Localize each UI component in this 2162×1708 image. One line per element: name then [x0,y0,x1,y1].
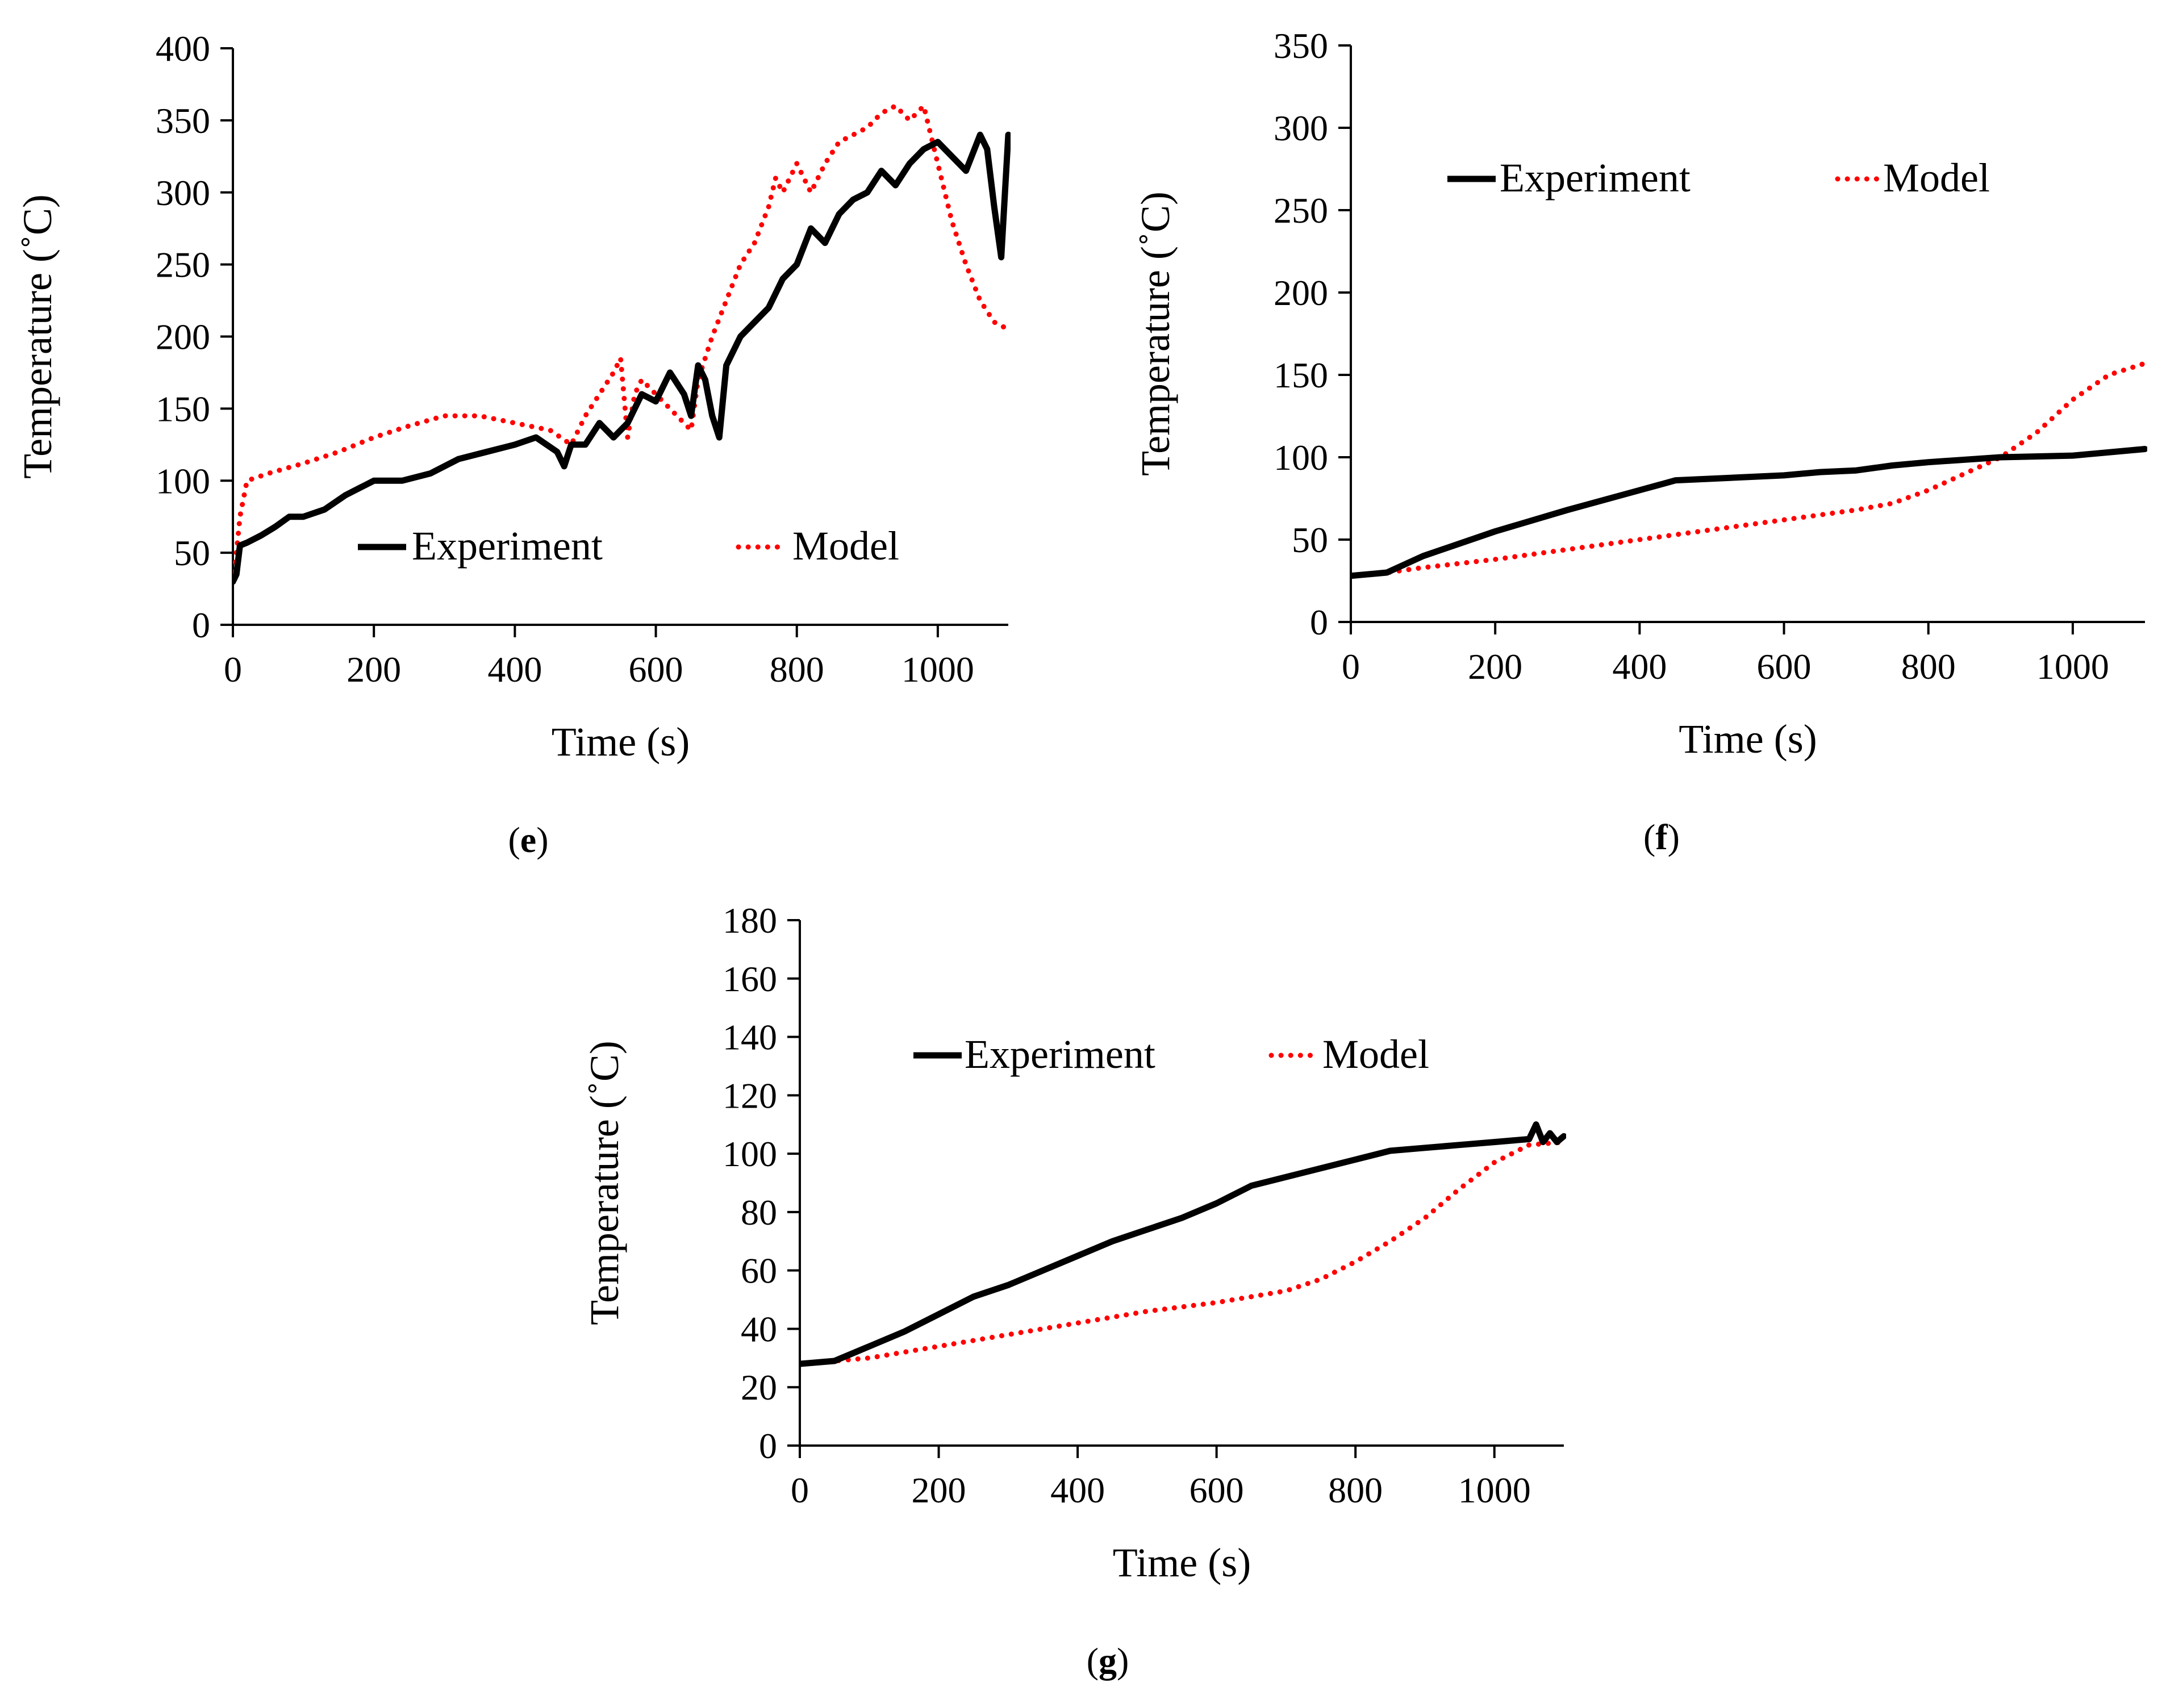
y-tick-label: 300 [1274,108,1328,148]
x-tick-label: 800 [1901,646,1956,687]
y-tick-label: 120 [723,1075,777,1116]
x-tick-label: 0 [1342,646,1360,687]
x-tick-label: 0 [224,649,242,690]
panel-label: (f) [1643,817,1680,857]
y-tick-label: 300 [156,173,210,213]
x-tick-label: 600 [1757,646,1812,687]
x-axis-title: Time (s) [1679,716,1817,762]
legend-label-experiment: Experiment [965,1032,1155,1077]
x-axis-title: Time (s) [552,719,690,765]
x-tick-label: 1000 [1458,1470,1531,1510]
chart-panel-f: 0 50 100 150 200 250 300 350 0 200 400 600 800 1000 Ti… [1133,26,2147,857]
y-axis-title: Temperature (˚C) [582,1041,627,1325]
x-tick-label: 600 [1189,1470,1244,1510]
series-line-experiment [1351,446,2147,579]
legend-label-model: Model [792,523,899,569]
x-tick-label: 800 [770,649,824,690]
legend-label-model: Model [1883,155,1990,201]
y-tick-label: 150 [1274,355,1328,395]
y-tick-label: 50 [174,533,210,573]
y-tick-label: 20 [741,1367,777,1408]
y-tick-label: 0 [192,605,210,645]
y-axis-title: Temperature (˚C) [15,194,60,479]
y-tick-label: 0 [759,1426,777,1466]
x-tick-label: 400 [1612,646,1667,687]
y-tick-label: 80 [741,1192,777,1233]
chart-panel-e: 0 50 100 150 200 250 300 350 400 0 200 400 600 800 100… [15,28,1011,860]
y-tick-label: 250 [1274,190,1328,231]
legend-label-experiment: Experiment [412,523,603,569]
y-tick-label: 400 [156,28,210,69]
y-tick-label: 0 [1310,602,1328,642]
y-axis-title: Temperature (˚C) [1133,191,1178,476]
y-tick-label: 200 [1274,273,1328,313]
series-line-model [800,1139,1566,1367]
y-tick-label: 60 [741,1251,777,1291]
panel-label: (g) [1087,1640,1129,1681]
y-tick-label: 100 [156,461,210,501]
x-tick-label: 600 [629,649,683,690]
x-tick-label: 1000 [901,649,974,690]
y-tick-label: 200 [156,317,210,357]
x-tick-label: 400 [1050,1470,1105,1510]
x-axis-title: Time (s) [1113,1540,1251,1585]
y-tick-label: 350 [156,101,210,141]
y-tick-label: 100 [723,1134,777,1174]
y-tick-label: 150 [156,389,210,429]
x-tick-label: 200 [912,1470,966,1510]
y-tick-label: 350 [1274,26,1328,66]
series-line-model [1351,361,2147,579]
legend-label-experiment: Experiment [1500,155,1691,201]
series-line-model [233,103,1011,584]
series-line-experiment [233,131,1011,585]
panel-label: (e) [508,820,548,860]
y-tick-label: 50 [1292,520,1328,560]
legend-label-model: Model [1322,1032,1429,1077]
x-tick-label: 0 [791,1470,809,1510]
x-tick-label: 400 [487,649,542,690]
x-tick-label: 200 [347,649,401,690]
x-tick-label: 1000 [2036,646,2109,687]
y-tick-label: 40 [741,1309,777,1349]
x-tick-label: 200 [1468,646,1522,687]
y-tick-label: 140 [723,1017,777,1058]
series-line-experiment [800,1121,1566,1367]
x-tick-label: 800 [1328,1470,1383,1510]
chart-panel-g: 0 20 40 60 80 100 120 140 160 180 0 200 400 600 800 100… [582,900,1566,1681]
y-tick-label: 180 [723,900,777,941]
y-tick-label: 250 [156,245,210,285]
y-tick-label: 160 [723,959,777,999]
y-tick-label: 100 [1274,437,1328,478]
